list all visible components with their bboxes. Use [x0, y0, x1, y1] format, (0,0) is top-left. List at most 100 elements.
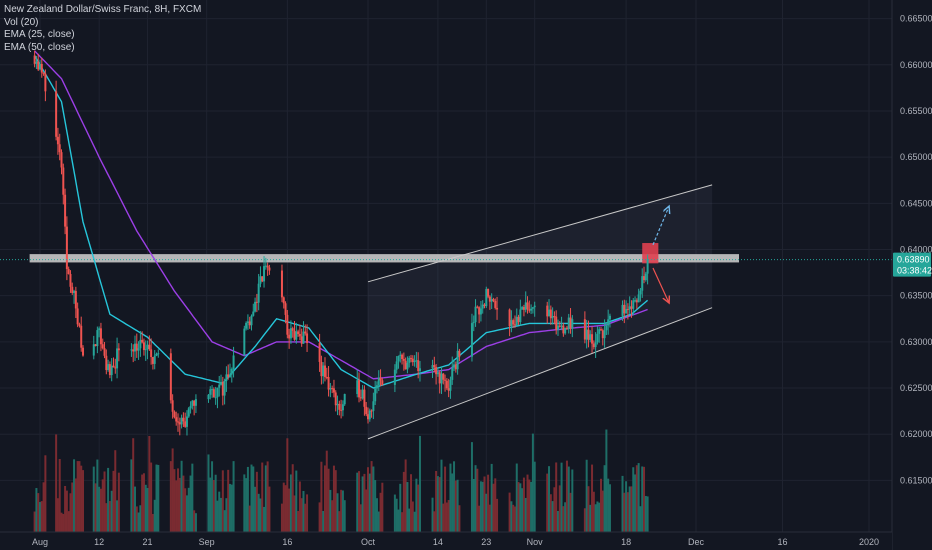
- volume-bar: [130, 459, 133, 532]
- volume-bar: [338, 511, 341, 532]
- volume-bar: [65, 490, 68, 532]
- volume-bar: [232, 461, 235, 532]
- candle-body: [340, 409, 343, 411]
- candle-body: [381, 380, 384, 385]
- volume-bar: [510, 501, 513, 532]
- volume-bar: [264, 465, 267, 532]
- candle-body: [264, 265, 267, 267]
- volume-bar: [293, 495, 296, 532]
- volume-bar: [157, 464, 160, 532]
- candle-body: [155, 353, 158, 356]
- volume-bar: [173, 469, 176, 532]
- x-tick-label: 16: [777, 537, 787, 547]
- volume-bar: [212, 479, 215, 532]
- candle-body: [286, 314, 289, 335]
- volume-bar: [297, 511, 300, 532]
- volume-bar: [431, 497, 434, 532]
- candle-body: [393, 369, 396, 385]
- candle-body: [33, 55, 36, 64]
- legend-ema25[interactable]: EMA (25, close): [4, 29, 75, 40]
- candle-body: [571, 319, 574, 329]
- candle-body: [438, 372, 441, 384]
- candle-body: [361, 389, 364, 399]
- candle-body: [187, 408, 190, 417]
- volume-bar: [490, 463, 493, 532]
- candle-body: [555, 316, 558, 330]
- candle-body: [603, 330, 606, 339]
- candle-body: [74, 290, 77, 309]
- volume-bar: [591, 464, 594, 532]
- volume-bar: [356, 472, 359, 532]
- candle-body: [218, 384, 221, 388]
- volume-bar: [320, 461, 323, 532]
- volume-bar: [449, 463, 452, 532]
- volume-bar: [374, 480, 377, 532]
- candle-body: [280, 270, 283, 298]
- candle-body: [343, 394, 346, 405]
- volume-bar: [78, 461, 81, 532]
- volume-bar: [266, 461, 269, 532]
- volume-bar: [112, 470, 115, 532]
- volume-bar: [103, 471, 106, 532]
- volume-bar: [282, 482, 285, 532]
- candle-body: [284, 303, 287, 315]
- candle-body: [318, 343, 321, 362]
- volume-bar: [363, 473, 366, 532]
- candle-body: [304, 331, 307, 334]
- candle-body: [182, 417, 185, 422]
- volume-bar: [634, 474, 637, 532]
- legend-ema50[interactable]: EMA (50, close): [4, 41, 75, 53]
- volume-bar: [56, 498, 59, 532]
- candle-body: [142, 342, 145, 351]
- volume-bar: [435, 470, 438, 532]
- candle-body: [628, 306, 631, 310]
- resistance-zone[interactable]: [29, 243, 740, 264]
- volume-bar: [148, 435, 151, 532]
- candle-body: [289, 328, 292, 339]
- candle-body: [436, 372, 439, 375]
- volume-bar: [261, 462, 264, 532]
- trend-channel[interactable]: [367, 184, 713, 440]
- volume-bar: [478, 505, 481, 532]
- candle-body: [530, 308, 533, 311]
- volume-bar: [268, 486, 271, 532]
- volume-bar: [286, 438, 289, 532]
- volume-bar: [492, 483, 495, 532]
- volume-bar: [178, 477, 181, 532]
- volume-bar: [263, 506, 266, 532]
- volume-bar: [175, 480, 178, 532]
- volume-bar: [470, 442, 473, 532]
- candle-body: [246, 321, 249, 323]
- candle-body: [58, 144, 61, 153]
- candle-body: [637, 294, 640, 303]
- candle-body: [594, 342, 597, 348]
- volume-bar: [488, 504, 491, 532]
- candle-body: [458, 350, 461, 357]
- volume-bar: [401, 512, 404, 532]
- volume-bar: [98, 486, 101, 532]
- candle-body: [472, 322, 475, 324]
- legend-symbol[interactable]: New Zealand Dollar/Swiss Franc, 8H, FXCM: [4, 4, 202, 15]
- volume-bar: [367, 467, 369, 532]
- projection-arrows[interactable]: [652, 206, 669, 303]
- legend-volume[interactable]: Vol (20): [4, 16, 39, 28]
- volume-bar: [413, 511, 416, 532]
- candle-body: [148, 344, 151, 350]
- volume-bar: [451, 473, 454, 532]
- candle-body: [370, 410, 373, 412]
- y-tick-label: 0.61500: [900, 475, 932, 485]
- volume-bar: [560, 462, 563, 532]
- volume-bar: [92, 466, 95, 532]
- candle-body: [209, 389, 212, 395]
- volume-bar: [565, 460, 568, 532]
- candle-body: [336, 403, 339, 406]
- volume-bar: [399, 483, 402, 532]
- candle-body: [556, 325, 559, 330]
- candle-body: [175, 417, 178, 422]
- volume-bar: [298, 481, 301, 532]
- volume-bar: [331, 500, 334, 532]
- volume-bar: [381, 482, 384, 532]
- candle-body: [266, 265, 269, 268]
